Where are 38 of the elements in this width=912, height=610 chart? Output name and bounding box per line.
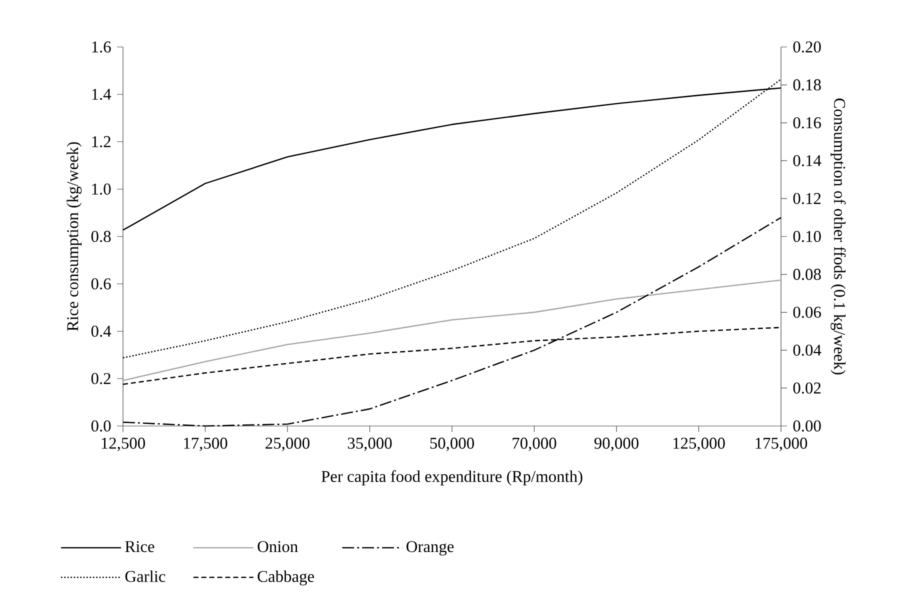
x-tick-label: 70,000 (512, 438, 556, 452)
y-tick-label: 1.2 (92, 136, 110, 148)
x-tick-label: 12,500 (102, 438, 145, 452)
x-tick-label: 25,000 (266, 438, 310, 452)
x-tick-label: 90,000 (594, 438, 638, 452)
y2-tick-label: 0.14 (793, 155, 822, 166)
x-axis-title: Per capita food expenditure (Rp/month) (321, 470, 582, 486)
y-tick-label: 1.6 (92, 41, 111, 53)
x-tick-label: 35,000 (348, 438, 392, 452)
y2-tick-label: 0.06 (793, 306, 821, 318)
y2-tick-label: 0.20 (793, 41, 821, 53)
y-tick-label: 0.2 (91, 373, 110, 384)
y2-tick-label: 0.18 (793, 79, 821, 90)
y-tick-label: 0.8 (91, 230, 111, 242)
x-tick-label: 125,000 (673, 438, 725, 452)
y-tick-label: 0.0 (91, 420, 111, 432)
x-tick-label: 50,000 (430, 438, 474, 452)
y2-tick-label: 0.00 (793, 420, 821, 432)
y2-tick-label: 0.12 (793, 193, 821, 204)
y2-tick-label: 0.04 (793, 344, 822, 356)
y-tick-label: 1.4 (92, 88, 112, 100)
y-tick-label: 0.6 (91, 278, 111, 290)
y-axis-title: Rice consumption (kg/week) (66, 142, 82, 331)
legend-label: Garlic (125, 570, 166, 582)
legend-label: Cabbage (258, 570, 314, 586)
y2-tick-label: 0.10 (793, 230, 821, 242)
legend-label: Orange (406, 541, 454, 556)
y2-tick-label: 0.16 (793, 117, 821, 128)
x-tick-label: 175,000 (756, 438, 808, 452)
legend-label: Rice (125, 541, 154, 552)
y2-tick-label: 0.08 (793, 268, 821, 280)
legend-label: Onion (258, 541, 298, 552)
y-tick-label: 1.0 (92, 184, 111, 195)
y2-tick-label: 0.02 (793, 382, 821, 394)
y-tick-label: 0.4 (91, 326, 112, 337)
y2-axis-title: Consumption of other ffods (0.1 kg/week) (830, 98, 846, 374)
x-tick-label: 17,500 (184, 438, 228, 452)
line-series (122, 78, 782, 358)
